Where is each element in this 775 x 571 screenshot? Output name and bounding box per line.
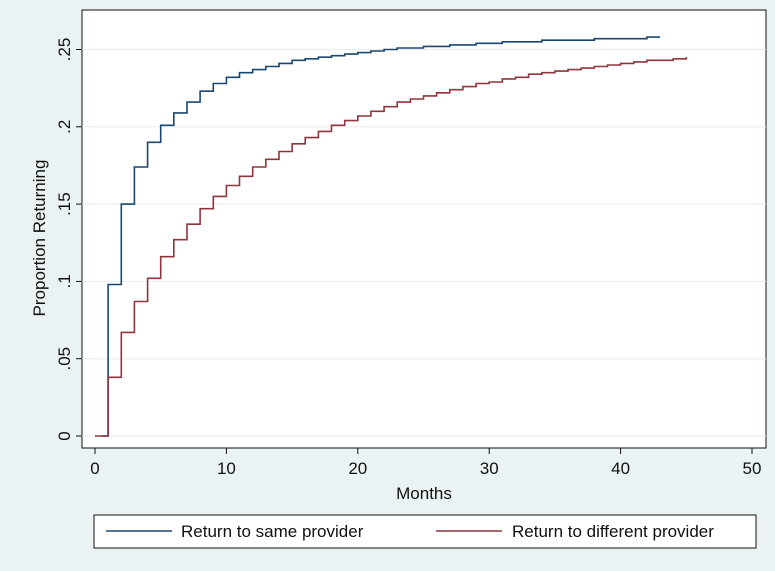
x-tick-label: 20 xyxy=(348,459,367,478)
y-tick-label: .25 xyxy=(55,38,74,62)
y-tick-label: .05 xyxy=(55,347,74,371)
legend-box xyxy=(93,514,757,549)
legend-label-different-provider: Return to different provider xyxy=(512,522,714,541)
plot-area xyxy=(81,9,767,449)
x-tick-label: 50 xyxy=(743,459,762,478)
legend-label-same-provider: Return to same provider xyxy=(181,522,364,541)
data-series xyxy=(95,36,688,437)
y-tick-label: .2 xyxy=(55,120,74,134)
y-tick-label: .15 xyxy=(55,192,74,216)
series-same-provider-line xyxy=(101,36,660,437)
x-tick-label: 40 xyxy=(611,459,630,478)
series-different-provider-line xyxy=(95,57,688,437)
legend: Return to same provider Return to differ… xyxy=(93,514,757,549)
x-tick-label: 30 xyxy=(480,459,499,478)
x-tick-label: 10 xyxy=(217,459,236,478)
gridlines xyxy=(82,49,766,437)
x-axis-title: Months xyxy=(396,484,452,503)
x-tick-label: 0 xyxy=(90,459,99,478)
axes: 0 .05 .1 .15 .2 .25 0 10 20 30 40 50 xyxy=(55,38,761,478)
y-axis-title: Proportion Returning xyxy=(30,160,49,317)
y-tick-label: .1 xyxy=(55,274,74,288)
y-tick-label: 0 xyxy=(55,431,74,440)
